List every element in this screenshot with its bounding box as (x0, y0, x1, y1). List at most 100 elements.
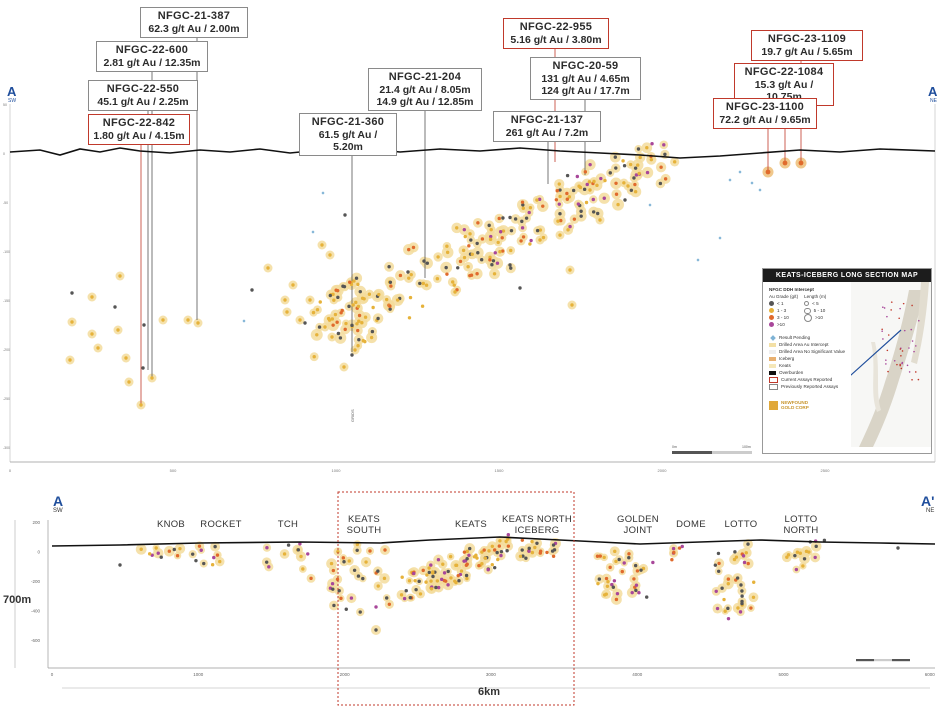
drill-intercept (463, 234, 467, 239)
drill-intercept (150, 376, 154, 380)
drill-intercept (519, 239, 523, 243)
top-distance-tick: 2000 (658, 468, 668, 473)
drill-intercept (465, 557, 469, 561)
drill-intercept (435, 277, 440, 281)
callout-hole-id: NFGC-21-204 (388, 71, 462, 83)
drill-intercept (524, 556, 528, 560)
legend-grade-list: < 1 1 - 3 3 - 10 >10 (769, 300, 798, 328)
drill-intercept (493, 251, 497, 255)
drill-intercept (479, 258, 484, 262)
drill-intercept (354, 276, 359, 280)
drill-intercept (388, 307, 392, 311)
drill-intercept (604, 576, 609, 581)
drill-intercept (395, 298, 400, 302)
drill-intercept (445, 272, 449, 276)
drill-intercept (356, 304, 361, 309)
pending-diamond (311, 230, 315, 234)
drill-intercept (327, 318, 332, 322)
drill-intercept (344, 607, 348, 611)
legend-grade-row: 1 - 3 (769, 307, 798, 314)
drill-intercept (385, 596, 389, 600)
top-end-right-direction: NE (930, 98, 937, 104)
bottom-scale-bar-white (874, 659, 892, 662)
drill-intercept (312, 355, 316, 359)
drill-intercept (474, 553, 478, 557)
drill-intercept (459, 569, 464, 573)
drill-intercept (570, 303, 574, 307)
drill-intercept (318, 300, 322, 304)
drill-intercept (565, 197, 570, 201)
drill-intercept (530, 539, 534, 544)
drill-intercept (159, 555, 163, 559)
drill-intercept (528, 205, 533, 210)
drill-intercept (537, 197, 542, 202)
drill-intercept (70, 320, 74, 324)
inset-drillhole (886, 349, 889, 352)
drill-intercept (477, 563, 481, 568)
drill-intercept (592, 179, 596, 184)
drill-intercept (605, 584, 610, 588)
drill-intercept (113, 305, 117, 309)
top-depth-tick: 50 (3, 103, 7, 107)
drill-intercept (402, 596, 407, 601)
drill-intercept (469, 273, 474, 277)
drill-intercept (449, 576, 453, 580)
drill-intercept (334, 288, 338, 292)
drill-intercept (551, 554, 556, 558)
drill-intercept (414, 587, 418, 592)
drill-intercept (651, 560, 655, 565)
drill-intercept (353, 348, 357, 352)
top-distance-tick: 1500 (495, 468, 505, 473)
drill-intercept (521, 206, 525, 210)
inset-drillhole (885, 363, 887, 365)
callout-intercept: 21.4 g/t Au / 8.05m (379, 84, 471, 96)
drill-intercept (400, 575, 404, 579)
drill-intercept (368, 549, 372, 553)
callout-intercept: 2.81 g/t Au / 12.35m (103, 57, 201, 69)
legend-grade-header: Au Grade (g/t) (769, 294, 799, 299)
drill-intercept (342, 365, 346, 369)
drill-intercept (90, 295, 94, 299)
callout-nfgc-21-387: NFGC-21-387 62.3 g/t Au / 2.00m (140, 7, 248, 38)
legend-length-row: < 5 (804, 300, 826, 307)
drill-intercept (614, 597, 619, 602)
drill-intercept (453, 579, 457, 583)
drill-intercept (196, 321, 200, 325)
drill-intercept (347, 304, 351, 309)
drill-intercept (636, 163, 640, 167)
drill-intercept (489, 234, 493, 239)
drill-intercept (440, 577, 444, 582)
drill-intercept (632, 577, 636, 581)
drill-intercept (528, 242, 532, 246)
callout-hole-id: NFGC-21-137 (510, 114, 584, 126)
callout-nfgc-21-204: NFGC-21-204 21.4 g/t Au / 8.05m 14.9 g/t A… (368, 68, 482, 111)
drill-intercept (332, 298, 336, 302)
drill-intercept (538, 238, 542, 242)
drill-intercept (508, 263, 512, 267)
drill-intercept (315, 333, 319, 337)
drill-intercept (347, 559, 351, 563)
pending-diamond (648, 203, 652, 207)
drill-intercept (598, 554, 602, 558)
inset-drillhole (900, 355, 902, 357)
legend-item-row: Drilled Area No Significant Value (769, 348, 849, 355)
drill-intercept (559, 218, 563, 223)
drill-intercept (265, 546, 269, 550)
drill-intercept (212, 555, 216, 560)
drill-intercept (408, 295, 413, 300)
drill-intercept (341, 556, 346, 560)
drill-intercept (480, 550, 484, 554)
drill-intercept (197, 544, 202, 548)
drill-intercept (634, 588, 638, 593)
drill-intercept (602, 196, 606, 200)
drill-intercept (331, 323, 335, 327)
drill-intercept (377, 292, 381, 297)
drill-intercept (492, 272, 497, 276)
drill-intercept (641, 566, 646, 571)
drill-intercept (453, 290, 457, 294)
drill-intercept (470, 252, 474, 257)
drill-intercept (330, 582, 335, 586)
region-label: KNOB (157, 519, 185, 530)
drill-intercept (363, 315, 368, 319)
drill-intercept (467, 553, 471, 557)
